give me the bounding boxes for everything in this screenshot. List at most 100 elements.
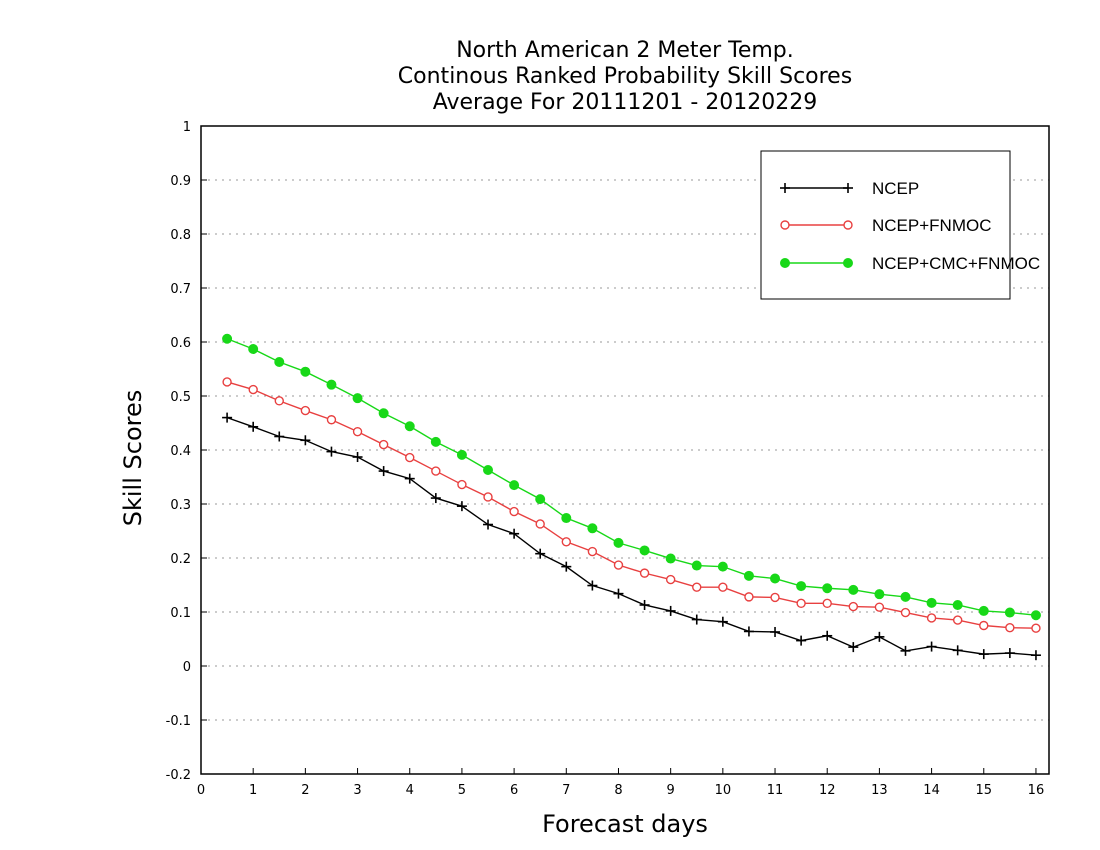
y-tick-label: 0 [183, 660, 191, 675]
series-line [226, 381, 1036, 629]
x-tick-label: 8 [614, 783, 622, 798]
data-point [613, 537, 624, 548]
data-point [770, 592, 780, 603]
y-tick-label: 0.7 [170, 282, 191, 297]
data-point [639, 545, 650, 556]
data-point [274, 356, 285, 367]
data-point [1030, 610, 1041, 621]
data-point [509, 528, 520, 539]
data-point [952, 645, 963, 656]
x-tick-label: 3 [353, 783, 361, 798]
data-point [535, 519, 545, 529]
data-point [874, 631, 885, 642]
legend-marker [843, 220, 853, 230]
data-point [822, 630, 833, 641]
title-line-2: Continous Ranked Probability Skill Score… [398, 64, 852, 89]
data-point [743, 570, 754, 581]
data-point [639, 599, 650, 610]
legend-marker [780, 220, 790, 230]
x-tick-label: 4 [406, 783, 414, 798]
data-point [222, 377, 232, 387]
x-tick-label: 13 [871, 783, 888, 798]
data-point [691, 560, 702, 571]
data-point [717, 561, 728, 572]
data-point [743, 626, 754, 637]
data-point [456, 449, 467, 460]
x-tick-label: 0 [197, 783, 205, 798]
legend-marker [780, 258, 790, 268]
y-tick-label: 0.9 [170, 174, 191, 189]
series-2 [222, 333, 1041, 621]
data-point [483, 519, 494, 530]
legend-marker [780, 183, 790, 193]
data-point [613, 560, 624, 570]
data-point [822, 598, 832, 609]
data-point [718, 582, 728, 592]
y-tick-label: -0.1 [166, 714, 191, 729]
x-tick-label: 14 [923, 783, 940, 798]
data-point [848, 601, 859, 612]
data-point [352, 426, 363, 437]
data-point [692, 582, 702, 592]
data-point [561, 561, 572, 572]
legend-marker [843, 183, 853, 193]
legend-label-ncep-cmc-fnmoc: NCEP+CMC+FNMOC [872, 254, 1040, 273]
y-axis-title: Skill Scores [119, 390, 147, 527]
data-point [431, 466, 441, 476]
axis-ticks: 10.90.80.70.60.50.40.30.20.10-0.1-0.20 1 2… [166, 120, 1045, 798]
data-point [822, 583, 833, 594]
data-point [509, 506, 519, 517]
data-point [1005, 622, 1015, 633]
data-point [352, 452, 363, 463]
data-point [979, 620, 989, 631]
y-tick-label: 0.3 [170, 498, 191, 513]
data-point [900, 607, 911, 618]
x-tick-label: 2 [301, 783, 309, 798]
data-point [561, 537, 571, 547]
data-point [874, 589, 885, 600]
data-point [587, 580, 598, 591]
x-tick-label: 6 [510, 783, 518, 798]
data-point [587, 523, 598, 534]
data-point [952, 599, 963, 610]
legend-label-ncep-fnmoc: NCEP+FNMOC [872, 216, 991, 235]
data-point [665, 605, 676, 616]
data-point [535, 548, 546, 559]
title-line-1: North American 2 Meter Temp. [456, 38, 794, 63]
x-tick-label: 5 [458, 783, 466, 798]
data-point [639, 568, 650, 578]
data-point [587, 546, 598, 557]
x-axis-title: Forecast days [542, 810, 708, 838]
x-tick-label: 16 [1028, 783, 1045, 798]
data-series [222, 333, 1041, 661]
data-point [900, 591, 911, 602]
data-point [1031, 623, 1041, 633]
series-1 [222, 377, 1041, 633]
data-point [430, 493, 441, 504]
legend-label-ncep: NCEP [872, 179, 919, 198]
data-point [404, 473, 415, 484]
data-point [483, 464, 494, 475]
data-point [222, 333, 233, 344]
data-point [926, 597, 937, 608]
legend-key [780, 183, 853, 193]
chart-title: North American 2 Meter Temp. Continous R… [398, 38, 852, 115]
data-point [378, 466, 389, 477]
data-point [1004, 648, 1015, 659]
data-point [456, 501, 467, 512]
data-point [483, 492, 493, 502]
y-tick-label: 0.1 [170, 606, 191, 621]
data-point [770, 626, 781, 637]
data-point [978, 605, 989, 616]
series-0 [222, 412, 1041, 661]
y-tick-label: 0.4 [170, 444, 191, 459]
data-point [248, 344, 259, 355]
data-point [326, 415, 337, 425]
data-point [430, 436, 441, 447]
legend: NCEP NCEP+FNMOC NCEP+CMC+FNMOC [760, 150, 1040, 300]
data-point [274, 431, 285, 442]
data-point [248, 421, 259, 432]
series-line [226, 416, 1037, 656]
data-point [926, 613, 937, 623]
